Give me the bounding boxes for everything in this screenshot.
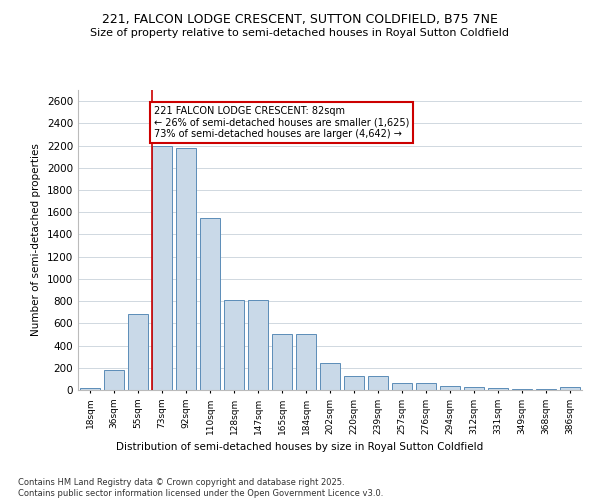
Text: 221, FALCON LODGE CRESCENT, SUTTON COLDFIELD, B75 7NE: 221, FALCON LODGE CRESCENT, SUTTON COLDF… — [102, 12, 498, 26]
Text: Distribution of semi-detached houses by size in Royal Sutton Coldfield: Distribution of semi-detached houses by … — [116, 442, 484, 452]
Bar — [464, 386, 484, 390]
Text: Contains HM Land Registry data © Crown copyright and database right 2025.
Contai: Contains HM Land Registry data © Crown c… — [18, 478, 383, 498]
Bar — [368, 376, 388, 390]
Bar — [128, 314, 148, 390]
Bar — [392, 384, 412, 390]
Bar — [344, 376, 364, 390]
Bar — [512, 389, 532, 390]
Bar — [272, 334, 292, 390]
Bar — [176, 148, 196, 390]
Bar — [200, 218, 220, 390]
Bar — [224, 300, 244, 390]
Y-axis label: Number of semi-detached properties: Number of semi-detached properties — [31, 144, 41, 336]
Bar — [296, 334, 316, 390]
Bar — [440, 386, 460, 390]
Bar — [560, 386, 580, 390]
Bar — [152, 146, 172, 390]
Bar — [104, 370, 124, 390]
Text: Size of property relative to semi-detached houses in Royal Sutton Coldfield: Size of property relative to semi-detach… — [91, 28, 509, 38]
Bar — [416, 384, 436, 390]
Bar — [80, 388, 100, 390]
Bar — [248, 300, 268, 390]
Text: 221 FALCON LODGE CRESCENT: 82sqm
← 26% of semi-detached houses are smaller (1,62: 221 FALCON LODGE CRESCENT: 82sqm ← 26% o… — [154, 106, 409, 139]
Bar — [488, 388, 508, 390]
Bar — [320, 364, 340, 390]
